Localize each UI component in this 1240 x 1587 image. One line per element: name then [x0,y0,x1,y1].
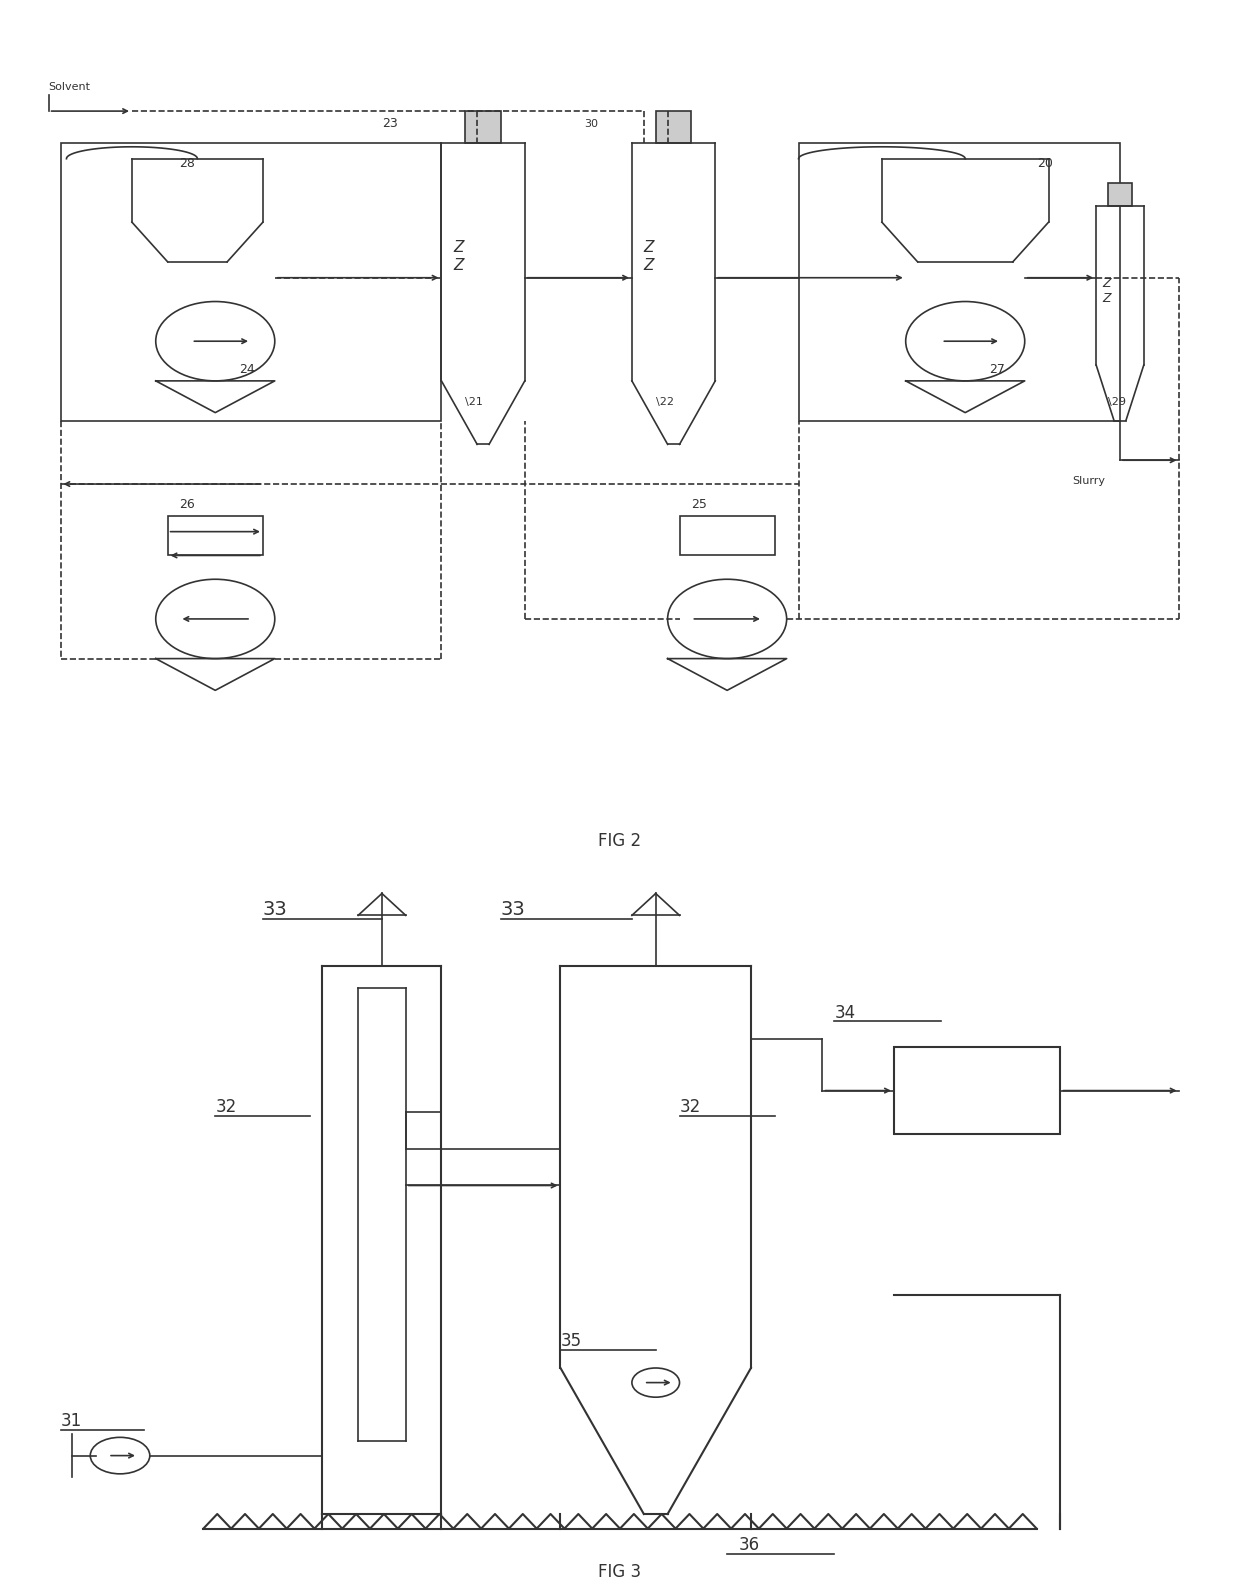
Text: Z
Z: Z Z [1102,276,1111,305]
Text: 31: 31 [61,1412,82,1430]
Bar [656,111,692,143]
Text: FIG 3: FIG 3 [599,1563,641,1581]
Text: \29: \29 [1109,397,1126,406]
Bar [894,1047,1060,1135]
Bar [61,143,441,421]
Text: 30: 30 [584,119,598,129]
Text: Solvent: Solvent [48,83,91,92]
Text: \22: \22 [656,397,673,406]
Text: 20: 20 [1037,157,1053,170]
Text: 32: 32 [216,1098,237,1117]
Text: Slurry: Slurry [1073,476,1105,486]
Bar [465,111,501,143]
Text: 36: 36 [739,1536,760,1555]
Text: 23: 23 [382,117,398,130]
Text: FIG 2: FIG 2 [599,832,641,851]
Text: 33: 33 [501,900,526,919]
Bar [1109,183,1132,206]
Text: 35: 35 [560,1331,582,1351]
Bar [680,516,775,555]
Text: 26: 26 [180,498,196,511]
Text: Z
Z: Z Z [644,240,655,273]
Text: 28: 28 [180,157,196,170]
Text: 27: 27 [990,363,1004,376]
Text: Z
Z: Z Z [454,240,464,273]
Text: 32: 32 [680,1098,701,1117]
Text: 24: 24 [239,363,255,376]
Text: \21: \21 [465,397,484,406]
Text: 25: 25 [692,498,707,511]
Text: 34: 34 [835,1003,856,1022]
Bar [167,516,263,555]
Text: 33: 33 [263,900,288,919]
Bar [799,143,1120,421]
